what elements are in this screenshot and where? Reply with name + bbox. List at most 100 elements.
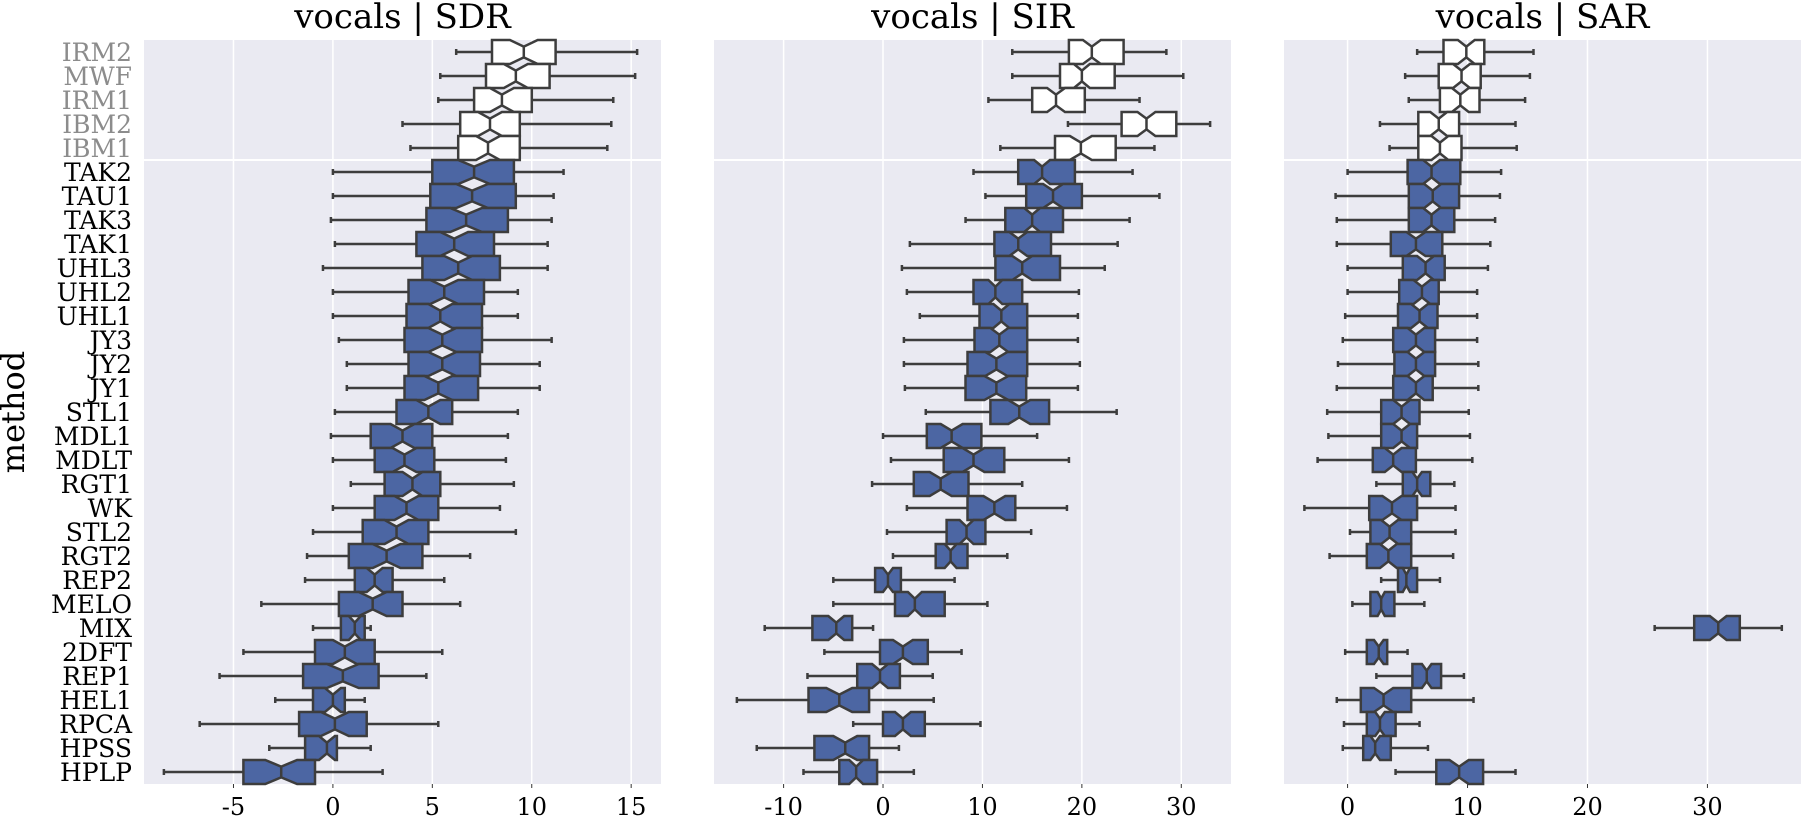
x-tick-label: 0 bbox=[875, 793, 890, 820]
y-tick-label: TAK2 bbox=[64, 158, 132, 187]
y-tick-label: WK bbox=[88, 494, 134, 523]
box-ibm1 bbox=[999, 134, 1156, 162]
notched-box bbox=[811, 614, 854, 642]
notched-box bbox=[1406, 158, 1462, 186]
notched-box bbox=[1016, 158, 1077, 186]
y-tick-label: RGT2 bbox=[61, 542, 132, 571]
box-uhl3 bbox=[900, 254, 1106, 282]
box-mdlt bbox=[1316, 446, 1474, 474]
box-tak2 bbox=[1346, 158, 1503, 186]
y-tick-label: STL1 bbox=[66, 398, 132, 427]
box-stl1 bbox=[924, 398, 1118, 426]
y-axis-label: method bbox=[0, 351, 32, 474]
box-uhl2 bbox=[331, 278, 520, 306]
notched-box bbox=[1058, 62, 1116, 90]
box-hel1 bbox=[735, 686, 935, 714]
chart-panels: vocals | SDR -5 0 5 10 15 vocals | SIR -10 0 10 20… bbox=[51, 0, 1801, 820]
panel-2: vocals | SAR 0 10 20 30 bbox=[1284, 0, 1801, 820]
box-tau1 bbox=[331, 182, 555, 210]
y-tick-label: REP2 bbox=[62, 566, 132, 595]
box-hplp bbox=[162, 758, 384, 786]
box-irm2 bbox=[1011, 38, 1168, 66]
y-tick-label: UHL1 bbox=[57, 302, 132, 331]
box-rpca bbox=[1342, 710, 1421, 738]
x-tick-label: -10 bbox=[764, 793, 803, 820]
y-tick-label: HPSS bbox=[60, 734, 132, 763]
box-rgt2 bbox=[305, 542, 472, 570]
notched-box bbox=[1397, 278, 1440, 306]
y-tick-label: IRM2 bbox=[62, 38, 132, 67]
notched-box bbox=[893, 590, 946, 618]
y-tick-label: IBM1 bbox=[62, 134, 132, 163]
notched-box bbox=[1359, 686, 1413, 714]
y-tick-label: JY2 bbox=[87, 350, 132, 379]
notched-box bbox=[1004, 206, 1065, 234]
notched-box bbox=[1067, 38, 1125, 66]
box-rep1 bbox=[806, 662, 934, 690]
y-tick-label: TAU1 bbox=[62, 182, 132, 211]
box-rep2 bbox=[1379, 566, 1442, 594]
box-mix bbox=[311, 614, 372, 642]
notched-box bbox=[421, 254, 502, 282]
box-hpss bbox=[1341, 734, 1430, 762]
box-stl1 bbox=[333, 398, 520, 426]
notched-box bbox=[813, 734, 871, 762]
y-tick-label: MDL1 bbox=[54, 422, 132, 451]
box-jy1 bbox=[345, 374, 541, 402]
y-tick-label: MDLT bbox=[55, 446, 132, 475]
notched-box bbox=[966, 494, 1017, 522]
box-ibm2 bbox=[401, 110, 613, 138]
notched-box bbox=[972, 278, 1024, 306]
box-hplp bbox=[802, 758, 916, 786]
y-tick-label: IBM2 bbox=[62, 110, 132, 139]
box-mix bbox=[763, 614, 875, 642]
notched-box bbox=[395, 398, 454, 426]
notched-box bbox=[484, 62, 551, 90]
x-tick-label: 20 bbox=[1572, 793, 1603, 820]
notched-box bbox=[994, 254, 1062, 282]
x-tick-label: 5 bbox=[425, 793, 440, 820]
y-tick-label: IRM1 bbox=[62, 86, 132, 115]
box-rgt2 bbox=[891, 542, 1009, 570]
panel-0: vocals | SDR -5 0 5 10 15 bbox=[144, 0, 661, 820]
y-tick-label: MWF bbox=[63, 62, 132, 91]
box-ibm1 bbox=[1388, 134, 1518, 162]
notched-box bbox=[1030, 86, 1087, 114]
box-rep2 bbox=[832, 566, 956, 594]
notched-box bbox=[838, 758, 879, 786]
notched-box bbox=[337, 590, 404, 618]
y-tick-label: TAK3 bbox=[64, 206, 132, 235]
x-tick-label: 0 bbox=[325, 793, 340, 820]
box-melo bbox=[1351, 590, 1426, 618]
y-tick-label: MELO bbox=[51, 590, 132, 619]
notched-box bbox=[1442, 38, 1486, 66]
y-tick-label: RPCA bbox=[59, 710, 133, 739]
x-tick-label: 20 bbox=[1067, 793, 1098, 820]
box-tak3 bbox=[329, 206, 553, 234]
x-tick-label: 15 bbox=[616, 793, 647, 820]
x-tick-label: 10 bbox=[1452, 793, 1483, 820]
box-2dft bbox=[823, 638, 963, 666]
y-tick-label: 2DFT bbox=[62, 638, 132, 667]
box-mix bbox=[1653, 614, 1784, 642]
notched-box bbox=[311, 686, 347, 714]
notched-box bbox=[405, 302, 484, 330]
box-jy1 bbox=[903, 374, 1080, 402]
x-tick-label: 10 bbox=[967, 793, 998, 820]
x-tick-label: 30 bbox=[1166, 793, 1197, 820]
box-mwf bbox=[439, 62, 637, 90]
box-rep1 bbox=[218, 662, 428, 690]
x-tick-label: 30 bbox=[1692, 793, 1723, 820]
box-uhl3 bbox=[321, 254, 549, 282]
panel-1: vocals | SIR -10 0 10 20 30 bbox=[714, 0, 1231, 820]
box-irm1 bbox=[987, 86, 1141, 114]
box-rgt1 bbox=[870, 470, 1024, 498]
box-stl2 bbox=[885, 518, 1033, 546]
box-jy1 bbox=[1335, 374, 1480, 402]
y-tick-label: JY1 bbox=[87, 374, 132, 403]
box-irm1 bbox=[437, 86, 615, 114]
y-tick-label: MIX bbox=[79, 614, 132, 643]
y-tick-label: HPLP bbox=[60, 758, 132, 787]
y-tick-labels: IRM2MWFIRM1IBM2IBM1TAK2TAU1TAK3TAK1UHL3U… bbox=[51, 38, 133, 787]
